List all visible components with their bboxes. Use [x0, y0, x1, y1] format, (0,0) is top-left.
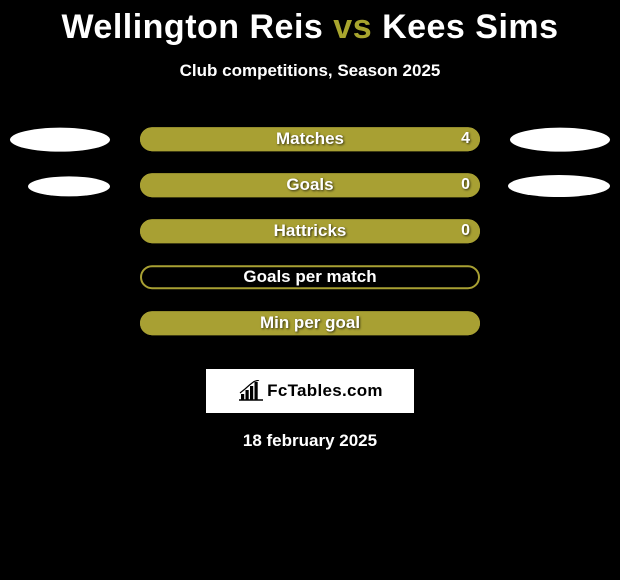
- stat-bar: Hattricks0: [140, 219, 480, 243]
- stat-bar: Min per goal: [140, 311, 480, 335]
- stat-bar: Matches4: [140, 127, 480, 151]
- player1-ellipse: [10, 128, 110, 152]
- stat-bar: Goals0: [140, 173, 480, 197]
- stat-label: Matches: [140, 127, 480, 151]
- stat-label: Goals: [140, 173, 480, 197]
- player2-ellipse: [510, 128, 610, 152]
- stat-value: 4: [461, 127, 470, 151]
- stat-bar: Goals per match: [140, 265, 480, 289]
- player2-ellipse: [508, 175, 610, 197]
- title-player1: Wellington Reis: [61, 8, 323, 46]
- stat-row: Hattricks0: [0, 213, 620, 259]
- stat-label: Hattricks: [140, 219, 480, 243]
- stat-row: Min per goal: [0, 305, 620, 351]
- stat-row: Goals per match: [0, 259, 620, 305]
- stat-value: 0: [461, 173, 470, 197]
- logo-box: FcTables.com: [206, 369, 414, 413]
- title-vs: vs: [333, 8, 372, 46]
- date-text: 18 february 2025: [0, 431, 620, 451]
- player1-ellipse: [28, 176, 110, 196]
- stat-rows: Matches4Goals0Hattricks0Goals per matchM…: [0, 121, 620, 351]
- logo-text: FcTables.com: [267, 381, 383, 401]
- stat-label: Min per goal: [140, 311, 480, 335]
- stat-label: Goals per match: [140, 265, 480, 289]
- bar-chart-icon: [237, 380, 263, 402]
- subtitle: Club competitions, Season 2025: [0, 61, 620, 81]
- page-title: Wellington Reis vs Kees Sims: [0, 0, 620, 47]
- title-player2: Kees Sims: [382, 8, 559, 46]
- stat-row: Matches4: [0, 121, 620, 167]
- stat-row: Goals0: [0, 167, 620, 213]
- stat-value: 0: [461, 219, 470, 243]
